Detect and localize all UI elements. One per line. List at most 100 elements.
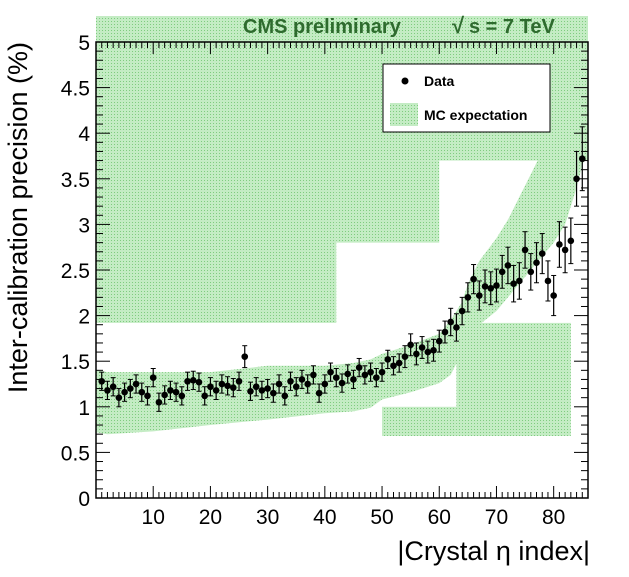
data-marker bbox=[310, 371, 317, 379]
x-tick-label: 20 bbox=[199, 506, 222, 529]
data-marker bbox=[424, 348, 432, 356]
data-marker bbox=[458, 307, 466, 315]
data-marker bbox=[207, 383, 214, 391]
mc-fill-lower-right bbox=[456, 322, 571, 436]
data-marker bbox=[338, 379, 346, 387]
data-points bbox=[98, 126, 586, 412]
data-marker bbox=[344, 370, 352, 378]
data-marker bbox=[104, 387, 111, 394]
x-tick-label: 80 bbox=[542, 506, 565, 529]
data-point bbox=[470, 264, 477, 295]
legend-mc-label: MC expectation bbox=[424, 107, 527, 123]
mc-fill-background bbox=[96, 16, 588, 436]
data-marker bbox=[298, 376, 306, 383]
data-marker bbox=[224, 382, 231, 390]
data-point bbox=[310, 365, 317, 385]
data-point bbox=[218, 374, 226, 394]
data-marker bbox=[132, 380, 140, 388]
data-marker bbox=[167, 387, 174, 394]
data-marker bbox=[521, 246, 529, 254]
data-marker bbox=[390, 362, 397, 370]
y-axis-label: Inter-calibration precision (%) bbox=[3, 42, 33, 393]
data-point bbox=[252, 377, 260, 397]
data-point bbox=[235, 371, 243, 391]
data-marker bbox=[544, 277, 552, 285]
y-tick-label: 2 bbox=[78, 306, 90, 329]
data-marker bbox=[212, 387, 220, 394]
data-marker bbox=[149, 374, 157, 381]
data-point bbox=[533, 242, 540, 284]
axes: 10 20 30 40 50 60 70 80 0 0.5 1 1.5 2 2.5 3 3.5 4 4.5 5 bbox=[61, 32, 589, 529]
data-point bbox=[332, 367, 340, 388]
data-marker bbox=[292, 383, 300, 391]
data-point bbox=[121, 382, 128, 402]
data-marker bbox=[464, 294, 472, 301]
data-point bbox=[321, 374, 329, 394]
data-point bbox=[138, 382, 146, 402]
data-marker bbox=[413, 350, 420, 358]
data-point bbox=[476, 280, 483, 311]
chart-title-energy: s = 7 TeV bbox=[469, 16, 555, 38]
data-point bbox=[241, 345, 249, 369]
data-point bbox=[109, 377, 117, 397]
data-marker bbox=[161, 391, 168, 399]
data-marker bbox=[493, 282, 500, 289]
data-marker bbox=[516, 277, 523, 285]
data-marker bbox=[470, 275, 477, 283]
data-point bbox=[453, 313, 460, 342]
data-point bbox=[167, 380, 174, 401]
data-point bbox=[361, 365, 369, 385]
data-marker bbox=[373, 374, 380, 381]
data-point bbox=[487, 271, 495, 306]
data-point bbox=[327, 362, 334, 382]
data-marker bbox=[538, 250, 546, 257]
data-point bbox=[418, 336, 426, 359]
data-marker bbox=[453, 324, 460, 331]
data-point bbox=[516, 262, 523, 300]
data-marker bbox=[201, 392, 208, 400]
data-marker bbox=[304, 380, 311, 388]
data-point bbox=[395, 353, 403, 373]
data-marker bbox=[367, 368, 374, 376]
mc-fill-middle bbox=[336, 160, 440, 243]
data-point bbox=[367, 362, 374, 382]
data-marker bbox=[281, 392, 289, 400]
data-point bbox=[407, 333, 414, 357]
x-tick-label: 10 bbox=[142, 506, 165, 529]
data-point bbox=[264, 378, 271, 399]
data-marker bbox=[498, 268, 506, 276]
data-point bbox=[378, 362, 386, 382]
data-point bbox=[149, 367, 157, 388]
data-marker bbox=[247, 387, 254, 395]
y-tick-label: 2.5 bbox=[61, 260, 90, 283]
data-point bbox=[224, 376, 231, 396]
data-point bbox=[155, 392, 163, 412]
data-point bbox=[344, 364, 352, 384]
chart-title: CMS preliminary bbox=[243, 16, 402, 38]
x-tick-label: 50 bbox=[370, 506, 393, 529]
data-point bbox=[127, 378, 134, 399]
data-marker bbox=[195, 378, 203, 386]
y-tick-label: 4.5 bbox=[61, 78, 90, 101]
data-marker bbox=[384, 356, 392, 363]
data-marker bbox=[138, 388, 146, 396]
legend-data-marker bbox=[401, 77, 409, 85]
data-point bbox=[435, 329, 443, 353]
data-point bbox=[424, 340, 432, 364]
y-tick-label: 4 bbox=[78, 123, 90, 146]
data-marker bbox=[178, 392, 186, 400]
data-point bbox=[556, 221, 563, 268]
data-marker bbox=[189, 377, 197, 384]
data-marker bbox=[218, 380, 226, 388]
data-marker bbox=[401, 353, 409, 360]
data-point bbox=[498, 254, 506, 289]
data-marker bbox=[109, 383, 117, 391]
data-marker bbox=[487, 284, 495, 292]
data-marker bbox=[378, 368, 386, 376]
data-point bbox=[287, 371, 294, 391]
data-marker bbox=[567, 237, 575, 245]
data-point bbox=[207, 377, 214, 397]
x-tick-label: 70 bbox=[485, 506, 508, 529]
data-marker bbox=[332, 374, 340, 381]
